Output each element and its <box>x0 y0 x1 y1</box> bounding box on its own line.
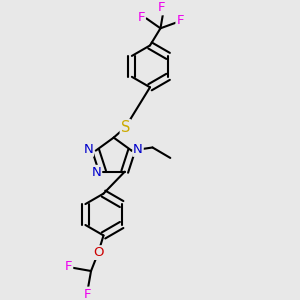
Text: F: F <box>176 14 184 27</box>
Text: F: F <box>158 2 166 14</box>
Text: O: O <box>93 246 104 259</box>
Text: F: F <box>137 11 145 24</box>
Text: N: N <box>83 143 93 156</box>
Text: F: F <box>84 287 92 300</box>
Text: N: N <box>133 143 143 156</box>
Text: F: F <box>65 260 72 274</box>
Text: N: N <box>92 166 101 179</box>
Text: S: S <box>121 120 130 135</box>
